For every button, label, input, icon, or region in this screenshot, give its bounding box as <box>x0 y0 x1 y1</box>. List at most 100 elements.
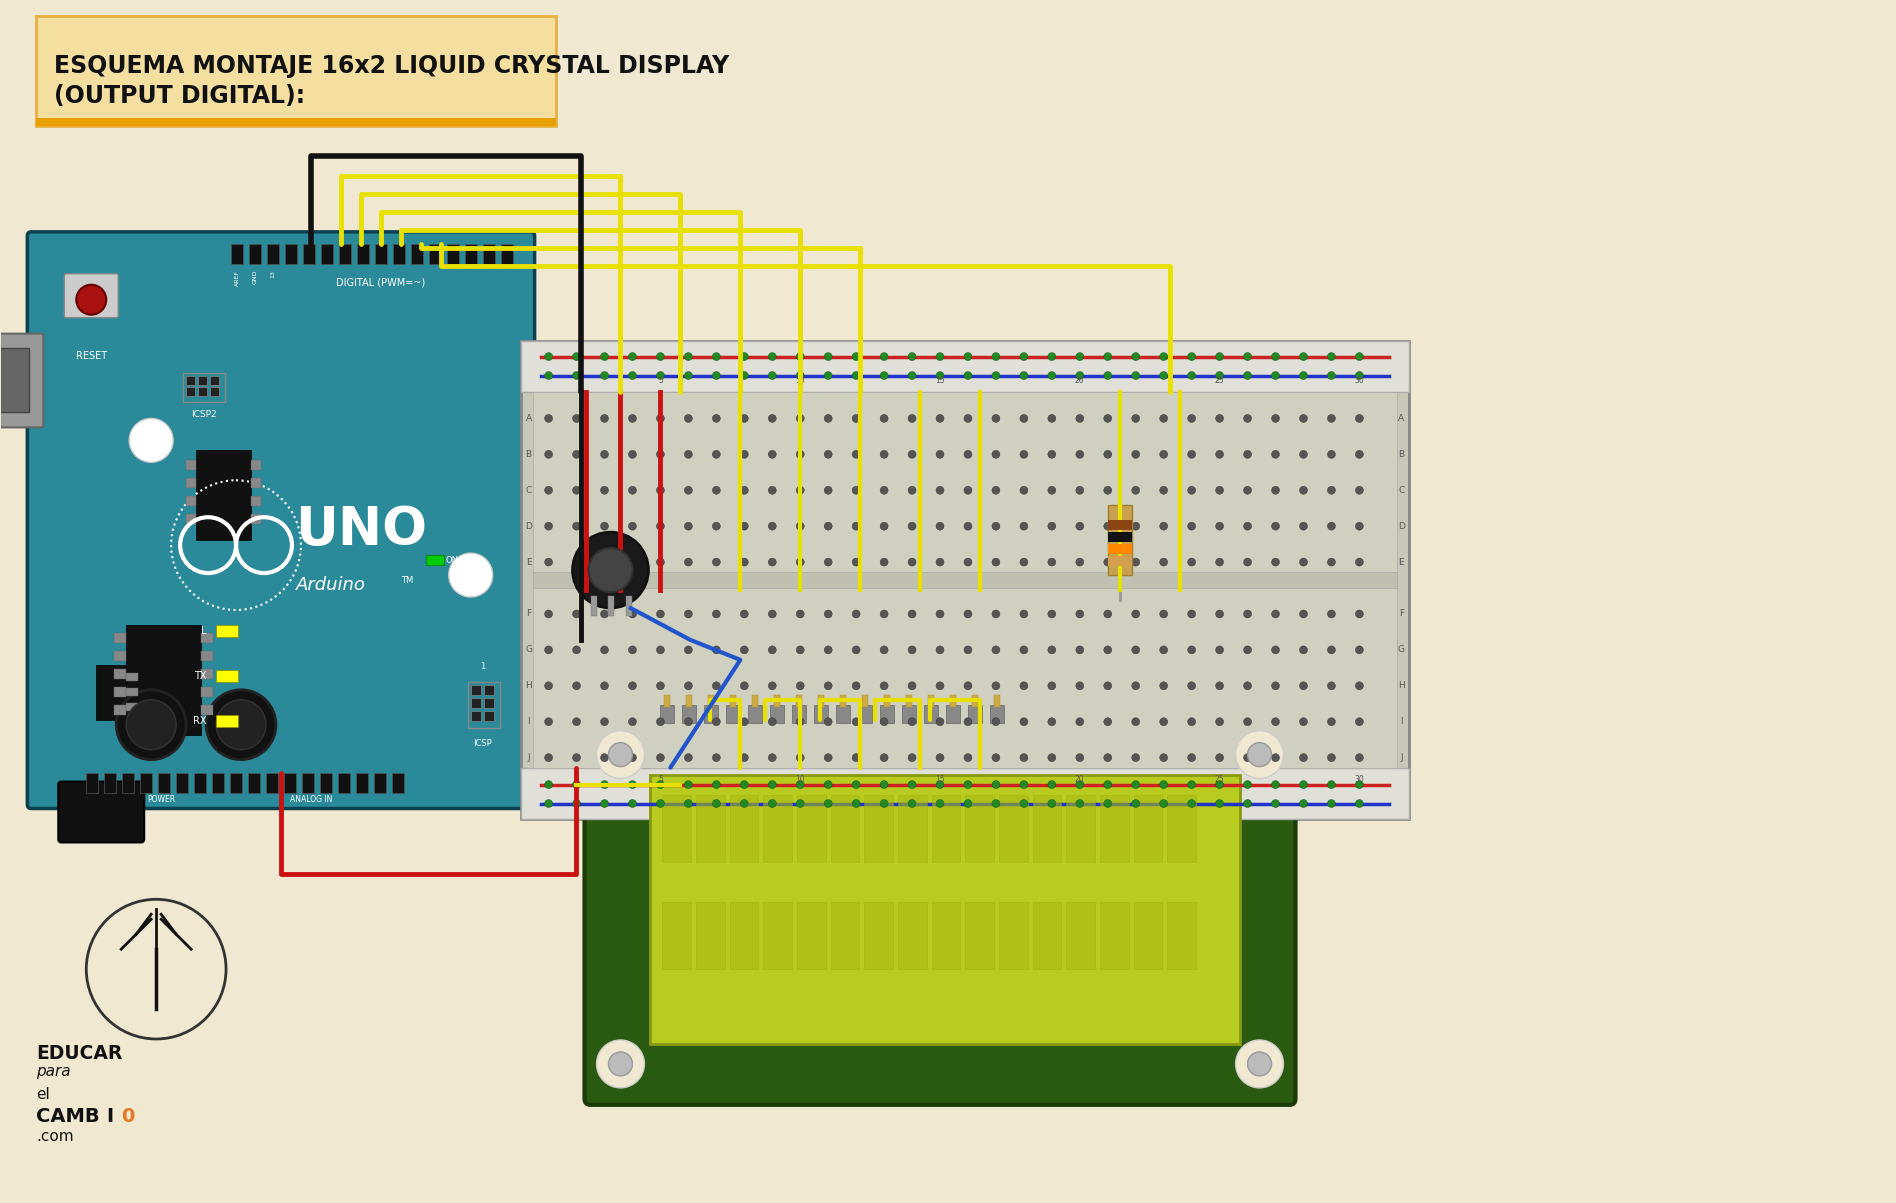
Circle shape <box>207 689 277 759</box>
Circle shape <box>1215 352 1223 361</box>
Circle shape <box>825 781 832 789</box>
Circle shape <box>992 718 999 725</box>
Text: ICSP2: ICSP2 <box>191 410 216 420</box>
Circle shape <box>1020 352 1028 361</box>
Circle shape <box>825 800 832 807</box>
Circle shape <box>796 753 804 761</box>
Circle shape <box>1299 522 1308 531</box>
Circle shape <box>1187 682 1196 689</box>
Circle shape <box>573 532 648 608</box>
Circle shape <box>588 549 633 592</box>
Circle shape <box>1075 753 1085 761</box>
Circle shape <box>713 682 720 689</box>
Circle shape <box>1272 646 1280 654</box>
Circle shape <box>713 753 720 761</box>
Bar <box>114 705 127 715</box>
Circle shape <box>1075 610 1085 618</box>
Bar <box>863 695 868 706</box>
Circle shape <box>1132 781 1139 789</box>
Circle shape <box>601 682 609 689</box>
Text: H: H <box>525 681 533 691</box>
Circle shape <box>1327 558 1335 567</box>
Circle shape <box>796 781 804 789</box>
Circle shape <box>825 558 832 567</box>
Circle shape <box>880 800 887 807</box>
Circle shape <box>1187 781 1196 789</box>
Circle shape <box>628 800 637 807</box>
Circle shape <box>1356 450 1363 458</box>
Circle shape <box>544 781 552 789</box>
Circle shape <box>1215 682 1223 689</box>
Circle shape <box>963 753 973 761</box>
Circle shape <box>573 753 580 761</box>
Circle shape <box>739 753 749 761</box>
Circle shape <box>1020 753 1028 761</box>
Circle shape <box>656 718 664 725</box>
Bar <box>764 902 793 970</box>
Bar <box>859 705 872 723</box>
Bar <box>969 705 982 723</box>
Circle shape <box>573 558 580 567</box>
Circle shape <box>880 558 887 567</box>
Circle shape <box>1075 414 1085 422</box>
Circle shape <box>1048 781 1056 789</box>
Circle shape <box>544 450 552 458</box>
Circle shape <box>1299 682 1308 689</box>
Circle shape <box>1215 372 1223 379</box>
Circle shape <box>1187 558 1196 567</box>
Circle shape <box>768 352 775 361</box>
Circle shape <box>739 800 749 807</box>
Circle shape <box>601 372 609 379</box>
Bar <box>884 695 889 706</box>
Circle shape <box>684 352 692 361</box>
Circle shape <box>1272 610 1280 618</box>
Circle shape <box>573 610 580 618</box>
Bar <box>899 902 927 970</box>
Circle shape <box>768 682 775 689</box>
Circle shape <box>1356 753 1363 761</box>
Circle shape <box>713 718 720 725</box>
Bar <box>470 711 482 721</box>
Circle shape <box>880 610 887 618</box>
Circle shape <box>908 486 916 494</box>
Circle shape <box>573 682 580 689</box>
Bar <box>186 479 195 488</box>
Bar <box>114 633 127 642</box>
Circle shape <box>739 682 749 689</box>
Bar <box>1107 505 1132 575</box>
Circle shape <box>1244 450 1251 458</box>
Bar <box>1168 902 1196 970</box>
Bar <box>796 902 825 970</box>
Circle shape <box>628 781 637 789</box>
Bar <box>250 514 262 525</box>
Text: J: J <box>1399 753 1403 763</box>
Circle shape <box>1132 372 1139 379</box>
Circle shape <box>1048 753 1056 761</box>
Circle shape <box>684 558 692 567</box>
Bar <box>85 772 99 793</box>
Circle shape <box>1327 718 1335 725</box>
Bar <box>931 902 961 970</box>
Bar <box>231 244 243 263</box>
Bar <box>186 497 195 506</box>
Bar <box>965 794 994 861</box>
Circle shape <box>851 414 861 422</box>
Bar <box>749 705 762 723</box>
Circle shape <box>739 486 749 494</box>
Circle shape <box>1160 610 1168 618</box>
Text: 30: 30 <box>1354 377 1365 385</box>
Bar <box>899 794 927 861</box>
Circle shape <box>880 414 887 422</box>
Bar <box>533 392 1397 768</box>
Circle shape <box>1356 558 1363 567</box>
Circle shape <box>1103 753 1111 761</box>
Circle shape <box>684 486 692 494</box>
Bar <box>36 118 556 126</box>
Circle shape <box>1299 372 1308 379</box>
Circle shape <box>1356 414 1363 422</box>
Bar <box>216 624 239 636</box>
Circle shape <box>1020 486 1028 494</box>
Circle shape <box>544 610 552 618</box>
Circle shape <box>544 800 552 807</box>
Circle shape <box>992 352 999 361</box>
